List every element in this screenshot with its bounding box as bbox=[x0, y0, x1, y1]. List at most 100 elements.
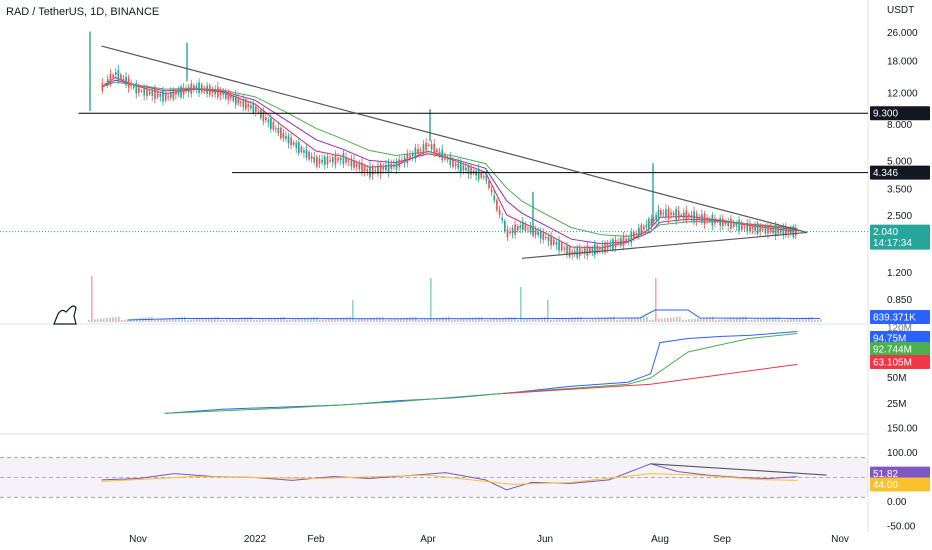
candle-body bbox=[232, 95, 235, 101]
volume-bar bbox=[292, 319, 294, 322]
volume-bar bbox=[412, 317, 414, 322]
volume-bar bbox=[322, 319, 324, 322]
volume-bar bbox=[532, 318, 534, 322]
volume-bar bbox=[685, 319, 687, 322]
volume-bar bbox=[106, 318, 108, 322]
candle-body bbox=[229, 95, 232, 99]
volume-bar bbox=[613, 316, 615, 322]
candle-body bbox=[488, 180, 490, 188]
level-tag: 9.300 bbox=[873, 109, 898, 120]
volume-bar bbox=[775, 317, 777, 322]
candle-body bbox=[719, 217, 722, 226]
volume-bar bbox=[796, 318, 798, 322]
x-tick-label: Jun bbox=[537, 534, 553, 545]
candle-body bbox=[227, 91, 230, 100]
candle-body bbox=[224, 90, 227, 99]
level-tag-bg bbox=[870, 106, 930, 121]
candle-body bbox=[777, 228, 780, 234]
triangle-trendline bbox=[101, 45, 808, 234]
volume-bar bbox=[553, 319, 555, 322]
volume-bar bbox=[571, 317, 573, 322]
candle-body bbox=[385, 164, 387, 171]
volume-bar bbox=[271, 318, 273, 322]
volume-current-tag-bg bbox=[870, 310, 930, 324]
candle-body bbox=[493, 195, 496, 201]
volume-bar bbox=[637, 317, 639, 322]
volume-bar bbox=[781, 320, 783, 322]
volume-bar bbox=[277, 317, 279, 322]
candle-body bbox=[337, 157, 339, 161]
volume-bar bbox=[502, 318, 504, 322]
volume-bar bbox=[793, 318, 795, 322]
volume-bars bbox=[88, 276, 822, 322]
candle-body bbox=[680, 214, 683, 216]
volume-bar bbox=[622, 319, 624, 322]
candle-body bbox=[701, 214, 703, 223]
x-tick-label: Aug bbox=[651, 534, 669, 545]
volume-bar bbox=[652, 319, 654, 322]
candle-body bbox=[501, 217, 504, 221]
candle-body bbox=[112, 74, 114, 78]
candle-body bbox=[472, 170, 475, 174]
volume-bar bbox=[385, 320, 387, 322]
volume-bar bbox=[475, 317, 477, 322]
volume-ma-line bbox=[127, 309, 821, 321]
candle-body bbox=[106, 78, 109, 85]
candle-body bbox=[751, 226, 754, 230]
candle-body bbox=[303, 150, 305, 153]
volume-bar bbox=[550, 320, 552, 322]
obv-current-tag-bg bbox=[870, 331, 930, 345]
candle-body bbox=[172, 89, 175, 100]
x-tick-label: Nov bbox=[129, 534, 147, 545]
volume-bar bbox=[589, 319, 591, 322]
candle-body bbox=[727, 220, 730, 226]
volume-bar bbox=[124, 319, 126, 322]
candle-body bbox=[509, 231, 511, 233]
candle-body bbox=[310, 156, 313, 159]
candle-body bbox=[419, 149, 422, 151]
candle-body bbox=[638, 227, 640, 236]
candle-body bbox=[379, 163, 382, 174]
candle-body bbox=[693, 211, 695, 223]
candle-body bbox=[146, 88, 148, 96]
candle-body bbox=[738, 220, 740, 231]
candle-body bbox=[677, 210, 680, 219]
volume-bar bbox=[538, 317, 540, 322]
volume-bar bbox=[229, 319, 231, 322]
candle-body bbox=[485, 173, 488, 182]
volume-bar bbox=[706, 317, 708, 322]
volume-bar bbox=[733, 318, 735, 322]
candle-body bbox=[132, 85, 135, 88]
candle-body bbox=[151, 90, 154, 97]
candle-body bbox=[347, 161, 350, 163]
volume-bar bbox=[682, 320, 684, 322]
volume-bar bbox=[133, 318, 135, 322]
obv-tick-label: 50M bbox=[887, 373, 906, 384]
volume-bar bbox=[250, 316, 252, 322]
candle-body bbox=[756, 223, 759, 234]
candle-body bbox=[361, 162, 363, 173]
volume-bar bbox=[499, 318, 501, 322]
current-price-tag-bg bbox=[870, 224, 930, 239]
volume-bar bbox=[256, 319, 258, 322]
candle-body bbox=[326, 156, 329, 165]
volume-bar bbox=[460, 319, 462, 322]
volume-bar bbox=[769, 317, 771, 322]
volume-bar bbox=[658, 319, 660, 322]
candle-body bbox=[672, 212, 675, 216]
volume-bar bbox=[424, 319, 426, 322]
candle-body bbox=[342, 153, 345, 165]
candle-body bbox=[527, 228, 529, 230]
volume-bar bbox=[301, 318, 303, 322]
candle-body bbox=[635, 233, 638, 235]
candle-body bbox=[524, 223, 527, 231]
candle-body bbox=[698, 217, 701, 219]
volume-bar bbox=[646, 316, 648, 322]
volume-bar bbox=[601, 318, 603, 322]
candle-body bbox=[774, 225, 777, 237]
volume-bar bbox=[772, 317, 774, 322]
rsi-current-tag: 51.82 bbox=[873, 469, 898, 480]
candle-body bbox=[614, 239, 617, 248]
candle-body bbox=[414, 147, 417, 159]
